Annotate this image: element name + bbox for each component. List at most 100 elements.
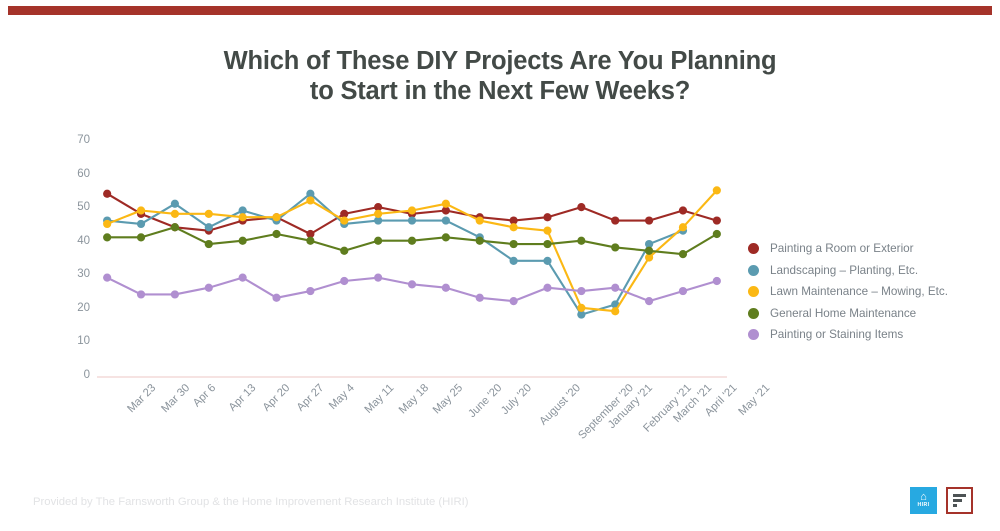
data-point	[611, 216, 620, 225]
data-point	[611, 243, 620, 252]
x-axis-tick-5: Apr 27	[294, 382, 326, 414]
data-point	[306, 196, 315, 205]
series-4	[103, 273, 721, 306]
data-point	[678, 206, 688, 215]
y-axis-tick-20: 20	[77, 301, 90, 314]
data-point	[441, 216, 450, 225]
legend-item-0[interactable]: Painting a Room or Exterior	[748, 238, 978, 260]
data-point	[306, 286, 315, 296]
legend-item-3[interactable]: General Home Maintenance	[748, 303, 978, 325]
data-point	[644, 297, 654, 306]
data-point	[340, 216, 349, 225]
axis-baseline	[97, 376, 727, 378]
data-point	[644, 253, 654, 262]
data-point	[204, 283, 213, 292]
hiri-logo-text: HIRI	[917, 502, 930, 508]
data-point	[577, 203, 586, 212]
page-title: Which of These DIY Projects Are You Plan…	[0, 46, 1000, 106]
page-title-line-1: Which of These DIY Projects Are You Plan…	[223, 47, 777, 75]
data-point	[374, 273, 383, 282]
data-point	[340, 209, 349, 218]
y-axis-tick-40: 40	[77, 234, 90, 247]
data-point	[103, 273, 112, 282]
data-point	[170, 209, 180, 218]
y-axis-tick-0: 0	[83, 369, 90, 381]
data-point	[340, 246, 349, 255]
data-point	[103, 219, 112, 229]
chart-legend: Painting a Room or Exterior Landscaping –…	[748, 238, 978, 346]
data-point	[712, 216, 721, 225]
data-point	[678, 250, 688, 259]
data-point	[712, 186, 721, 195]
page-title-line-2: to Start in the Next Few Weeks?	[309, 77, 691, 105]
data-point	[272, 213, 281, 222]
legend-color-swatch	[748, 286, 759, 298]
data-point	[306, 236, 315, 245]
x-axis-tick-6: May 4	[327, 382, 358, 413]
bar-chart-icon-bar-1	[953, 493, 966, 497]
legend-color-swatch	[748, 264, 759, 276]
data-point	[509, 239, 518, 249]
data-point	[611, 307, 620, 316]
hiri-logo: ⌂ HIRI	[910, 487, 937, 514]
data-point	[407, 216, 417, 225]
data-point	[103, 189, 112, 198]
x-axis-tick-7: May 11	[362, 382, 397, 416]
data-point	[441, 233, 450, 242]
data-point	[543, 239, 552, 249]
series-1	[103, 189, 688, 319]
x-axis-tick-2: Apr 6	[190, 382, 219, 410]
footer-logos: ⌂ HIRI	[910, 487, 973, 514]
data-point	[272, 293, 281, 302]
data-point	[136, 233, 146, 242]
data-point	[170, 290, 180, 299]
data-point	[509, 297, 518, 306]
legend-item-label: General Home Maintenance	[770, 306, 917, 320]
data-point	[204, 209, 213, 218]
data-point	[407, 206, 417, 215]
x-axis-tick-0: Mar 23	[125, 382, 159, 416]
legend-color-swatch	[748, 307, 759, 319]
data-point	[136, 290, 146, 299]
data-point	[103, 233, 112, 242]
data-point	[238, 213, 247, 222]
series-2	[103, 186, 721, 316]
data-point	[306, 189, 315, 198]
data-point	[340, 276, 349, 286]
data-point	[204, 223, 213, 232]
data-point	[543, 226, 552, 235]
data-point	[475, 293, 484, 302]
series-3	[103, 223, 721, 259]
data-point	[577, 310, 586, 319]
data-point	[374, 216, 383, 225]
x-axis-tick-11: July '20	[498, 382, 534, 418]
footer-attribution: Provided by The Farnsworth Group & the H…	[33, 496, 469, 508]
x-axis-tick-18: May '21	[736, 382, 773, 418]
data-point	[577, 286, 586, 296]
data-point	[509, 223, 518, 232]
data-point	[644, 239, 654, 249]
legend-item-1[interactable]: Landscaping – Planting, Etc.	[748, 260, 978, 282]
legend-color-swatch	[748, 329, 759, 341]
plot-area	[97, 140, 727, 375]
bar-chart-icon-bar-3	[953, 504, 957, 508]
legend-item-label: Painting or Staining Items	[770, 328, 904, 342]
legend-item-2[interactable]: Lawn Maintenance – Mowing, Etc.	[748, 281, 978, 303]
legend-item-label: Painting a Room or Exterior	[770, 242, 914, 256]
data-point	[712, 276, 721, 286]
data-point	[678, 223, 688, 232]
data-point	[238, 206, 247, 215]
data-point	[644, 216, 654, 225]
data-point	[577, 303, 586, 312]
x-axis-tick-1: Mar 30	[159, 382, 193, 416]
x-axis-tick-9: May 25	[430, 382, 466, 417]
y-axis-tick-70: 70	[77, 134, 90, 146]
legend-item-4[interactable]: Painting or Staining Items	[748, 324, 978, 346]
series-line	[106, 192, 685, 316]
data-point	[441, 283, 450, 292]
x-axis-tick-10: June '20	[466, 382, 505, 421]
house-icon: ⌂	[920, 491, 927, 503]
data-point	[678, 286, 688, 296]
data-point	[475, 236, 484, 245]
